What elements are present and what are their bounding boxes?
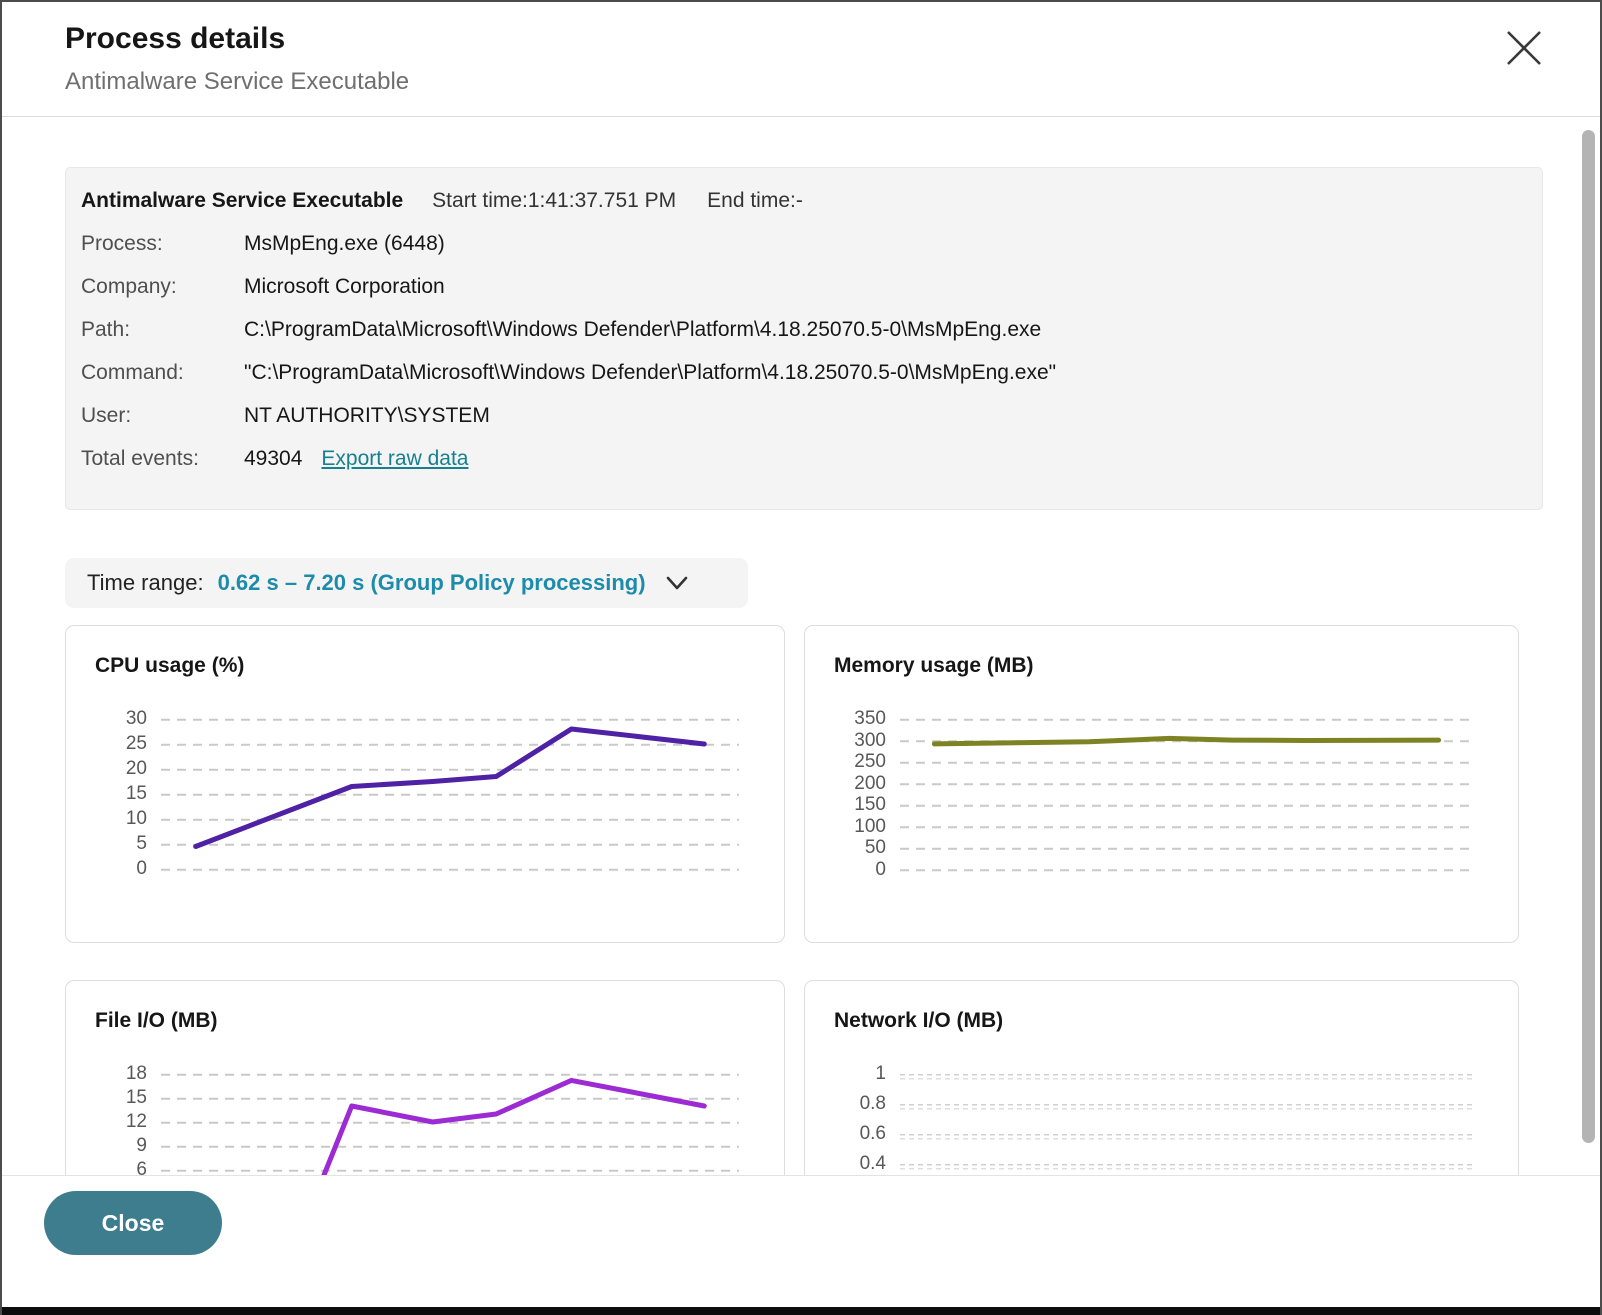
- info-value: MsMpEng.exe (6448): [244, 232, 445, 255]
- page-subtitle: Antimalware Service Executable: [65, 68, 410, 95]
- info-row-total-events: Total events: 49304 Export raw data: [81, 447, 1527, 490]
- y-tick-label: 18: [125, 1063, 147, 1084]
- info-row-company: Company: Microsoft Corporation: [81, 275, 1527, 318]
- start-time: Start time:1:41:37.751 PM: [432, 189, 677, 212]
- chart-plot: [161, 1073, 739, 1175]
- y-tick-label: 30: [125, 708, 147, 729]
- y-tick-label: 12: [125, 1111, 147, 1132]
- chart-plot: [900, 1073, 1473, 1170]
- y-tick-label: 15: [125, 783, 147, 804]
- close-button[interactable]: Close: [44, 1191, 222, 1255]
- y-tick-label: 6: [136, 1159, 147, 1175]
- y-tick-label: 10: [125, 808, 147, 829]
- end-time: End time:-: [707, 189, 803, 212]
- network-io-chart: Network I/O (MB) 1 0.8 0.6 0.4: [804, 980, 1519, 1175]
- y-tick-label: 200: [854, 772, 886, 794]
- info-row-process: Process: MsMpEng.exe (6448): [81, 232, 1527, 275]
- y-tick-label: 50: [864, 837, 886, 858]
- close-icon[interactable]: [1502, 26, 1546, 70]
- y-axis-labels: 1 0.8 0.6 0.4: [835, 1063, 900, 1174]
- page-title: Process details: [65, 22, 286, 55]
- y-tick-label: 1: [875, 1063, 886, 1084]
- chevron-down-icon: [666, 576, 687, 590]
- y-axis-labels: 350 300 250 200 150 100 50 0: [835, 708, 900, 880]
- dialog-content: Antimalware Service Executable Start tim…: [2, 117, 1600, 1175]
- process-info-panel: Antimalware Service Executable Start tim…: [65, 167, 1543, 510]
- y-tick-label: 25: [125, 733, 147, 754]
- info-label: User:: [81, 404, 132, 427]
- y-axis-labels: 18 15 12 9 6: [96, 1063, 161, 1175]
- y-axis-labels: 30 25 20 15 10 5 0: [96, 708, 161, 879]
- y-tick-label: 250: [854, 751, 886, 772]
- info-label: Command:: [81, 361, 184, 384]
- chart-title: Memory usage (MB): [834, 654, 1034, 677]
- y-tick-label: 100: [854, 815, 886, 837]
- y-tick-label: 350: [854, 708, 886, 729]
- y-tick-label: 20: [125, 758, 147, 779]
- y-tick-label: 0.8: [859, 1093, 886, 1114]
- scrollbar-thumb[interactable]: [1582, 130, 1595, 1143]
- dialog-header: Process details Antimalware Service Exec…: [2, 2, 1600, 116]
- y-tick-label: 150: [854, 794, 886, 815]
- info-value: NT AUTHORITY\SYSTEM: [244, 404, 490, 427]
- y-tick-label: 5: [136, 833, 147, 854]
- info-label: Company:: [81, 275, 177, 298]
- info-row-command: Command: "C:\ProgramData\Microsoft\Windo…: [81, 361, 1527, 404]
- y-tick-label: 15: [125, 1087, 147, 1108]
- cpu-usage-chart: CPU usage (%) 30 25 20 15 10 5 0: [65, 625, 785, 943]
- time-range-dropdown[interactable]: Time range: 0.62 s – 7.20 s (Group Polic…: [65, 558, 748, 608]
- time-range-label: Time range:: [87, 570, 204, 595]
- y-tick-label: 0: [875, 858, 886, 880]
- data-line: [931, 735, 1442, 747]
- info-label: Path:: [81, 318, 131, 341]
- y-tick-label: 0: [136, 858, 147, 879]
- chart-plot: [900, 718, 1473, 872]
- data-line: [193, 726, 707, 849]
- info-value: "C:\ProgramData\Microsoft\Windows Defend…: [244, 361, 1057, 384]
- dialog-footer: Close: [2, 1175, 1600, 1309]
- y-tick-label: 0.4: [859, 1153, 886, 1174]
- process-name: Antimalware Service Executable: [81, 189, 404, 212]
- info-value: Microsoft Corporation: [244, 275, 445, 298]
- info-row-user: User: NT AUTHORITY\SYSTEM: [81, 404, 1527, 447]
- export-raw-data-link[interactable]: Export raw data: [321, 447, 469, 470]
- chart-plot: [161, 718, 739, 871]
- y-tick-label: 9: [136, 1135, 147, 1156]
- info-value: C:\ProgramData\Microsoft\Windows Defende…: [244, 318, 1042, 341]
- y-tick-label: 0.6: [859, 1123, 886, 1144]
- data-line: [321, 1077, 707, 1175]
- info-row-path: Path: C:\ProgramData\Microsoft\Windows D…: [81, 318, 1527, 361]
- chart-title: File I/O (MB): [95, 1009, 218, 1032]
- info-label: Total events:: [81, 447, 199, 470]
- y-tick-label: 300: [854, 729, 886, 751]
- info-label: Process:: [81, 232, 163, 255]
- total-events-value: 49304: [244, 447, 303, 470]
- bottom-border: [2, 1307, 1600, 1315]
- memory-usage-chart: Memory usage (MB) 350 300 250 200 150 100 50 0: [804, 625, 1519, 943]
- file-io-chart: File I/O (MB) 18 15 12 9 6: [65, 980, 785, 1175]
- chart-title: CPU usage (%): [95, 654, 245, 677]
- header-divider: [2, 116, 1600, 117]
- chart-title: Network I/O (MB): [834, 1009, 1004, 1032]
- time-range-value: 0.62 s – 7.20 s (Group Policy processing…: [217, 570, 646, 595]
